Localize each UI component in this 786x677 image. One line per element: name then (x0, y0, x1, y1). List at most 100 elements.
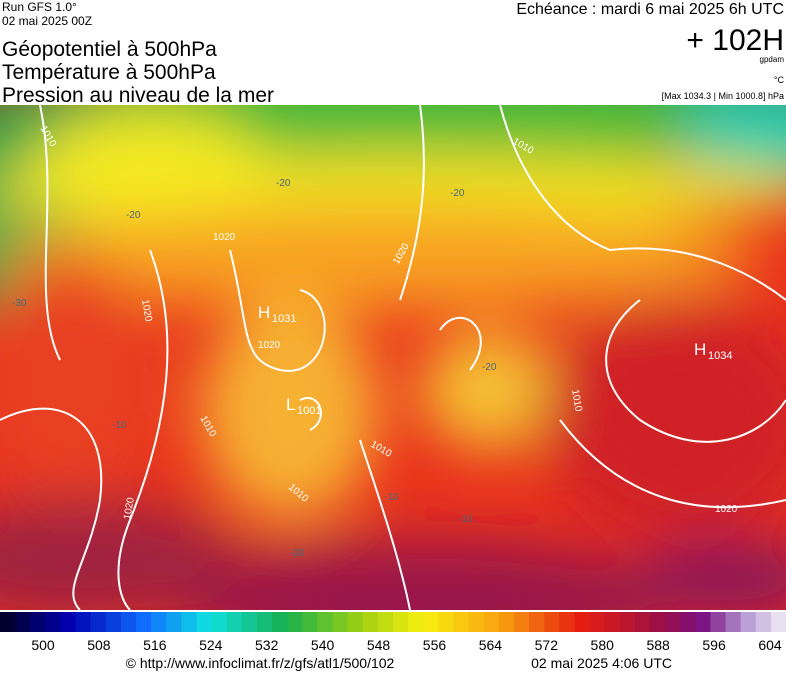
run-date: 02 mai 2025 00Z (2, 14, 92, 28)
scale-label: 588 (646, 637, 670, 653)
color-swatch (498, 612, 515, 632)
temperature-label: -20 (276, 178, 291, 189)
scale-label: 556 (423, 637, 447, 653)
scale-label: 596 (702, 637, 726, 653)
pressure-extremes: [Max 1034.3 | Min 1000.8] hPa (662, 91, 784, 101)
color-swatch (120, 612, 137, 632)
isobar-label: 1020 (213, 232, 236, 243)
scale-label: 580 (591, 637, 615, 653)
color-swatch (740, 612, 757, 632)
scale-label: 508 (87, 637, 111, 653)
color-swatch (362, 612, 379, 632)
color-swatch (60, 612, 77, 632)
color-swatch (332, 612, 349, 632)
color-swatch (30, 612, 46, 632)
color-swatch (483, 612, 500, 632)
color-swatch (665, 612, 681, 632)
color-swatch (604, 612, 621, 632)
scale-label: 548 (367, 637, 391, 653)
scale-label: 540 (311, 637, 335, 653)
color-swatch (770, 612, 786, 632)
isobar-label: 1020 (122, 496, 137, 520)
high-value: 1034 (708, 350, 732, 362)
generated-time: 02 mai 2025 4:06 UTC (531, 655, 672, 671)
low-letter: L (286, 395, 295, 414)
color-swatch (272, 612, 288, 632)
color-swatch (695, 612, 711, 632)
isobar-label: 1010 (569, 389, 584, 413)
color-swatch (529, 612, 545, 632)
temperature-label: -20 (126, 210, 141, 221)
high-letter: H (258, 303, 270, 322)
color-swatch (181, 612, 197, 632)
color-swatch (241, 612, 258, 632)
color-swatch (136, 612, 152, 632)
scale-label: 532 (255, 637, 279, 653)
scale-label: 572 (535, 637, 559, 653)
color-swatch (408, 612, 424, 632)
title-line: Température à 500hPa (2, 61, 216, 84)
isobar-label: 1020 (715, 504, 738, 515)
temperature-label: -10 (458, 514, 473, 525)
color-swatch (710, 612, 727, 632)
temperature-label: -10 (112, 420, 127, 431)
color-scale: 500 508 516 524 532 540 548 556 564 572 580 588 596 6… (0, 612, 786, 653)
color-swatch (196, 612, 213, 632)
color-swatch (317, 612, 334, 632)
color-swatch (377, 612, 394, 632)
color-swatch (211, 612, 228, 632)
forecast-step: + 102H (686, 24, 784, 57)
scale-label: 564 (479, 637, 503, 653)
isobar-label: 1020 (139, 299, 154, 323)
step-unit: gpdam (760, 55, 785, 64)
color-swatch (45, 612, 61, 632)
color-swatch (393, 612, 409, 632)
run-label: Run GFS 1.0° (2, 0, 77, 14)
high-value: 1031 (272, 313, 296, 325)
color-swatch (166, 612, 182, 632)
temp-unit: °C (774, 75, 785, 85)
color-swatch (302, 612, 318, 632)
color-swatch (680, 612, 696, 632)
color-swatch (574, 612, 590, 632)
color-swatch (453, 612, 470, 632)
temperature-label: -30 (12, 298, 27, 309)
color-swatch (589, 612, 606, 632)
scale-label: 500 (31, 637, 55, 653)
map (0, 105, 786, 610)
color-swatch (559, 612, 575, 632)
isobar-label: 1020 (258, 340, 281, 351)
title-line: Géopotentiel à 500hPa (2, 38, 217, 61)
color-swatch (438, 612, 454, 632)
color-swatch (0, 612, 16, 632)
scale-label: 524 (199, 637, 223, 653)
title-line: Pression au niveau de la mer (2, 84, 274, 107)
color-swatch (649, 612, 666, 632)
forecast-time: Echéance : mardi 6 mai 2025 6h UTC (516, 1, 784, 18)
color-swatch (226, 612, 243, 632)
color-swatch (90, 612, 107, 632)
color-swatch (755, 612, 772, 632)
temperature-label: -10 (384, 492, 399, 503)
color-swatch (468, 612, 485, 632)
scale-label: 516 (143, 637, 167, 653)
low-value: 1001 (297, 405, 321, 417)
temperature-label: -20 (482, 362, 497, 373)
color-swatch (287, 612, 303, 632)
color-swatch (75, 612, 92, 632)
scale-label: 604 (758, 637, 782, 653)
color-swatch (15, 612, 31, 632)
color-swatch (423, 612, 439, 632)
temperature-label: -20 (450, 188, 465, 199)
color-swatch (105, 612, 122, 632)
temperature-label: -20 (290, 548, 305, 559)
color-swatch (513, 612, 530, 632)
color-swatch (151, 612, 167, 632)
source-url: © http://www.infoclimat.fr/z/gfs/atl1/50… (126, 655, 395, 671)
color-swatch (347, 612, 364, 632)
color-swatch (634, 612, 651, 632)
color-swatch (544, 612, 560, 632)
high-letter: H (694, 340, 706, 359)
color-swatch (619, 612, 636, 632)
